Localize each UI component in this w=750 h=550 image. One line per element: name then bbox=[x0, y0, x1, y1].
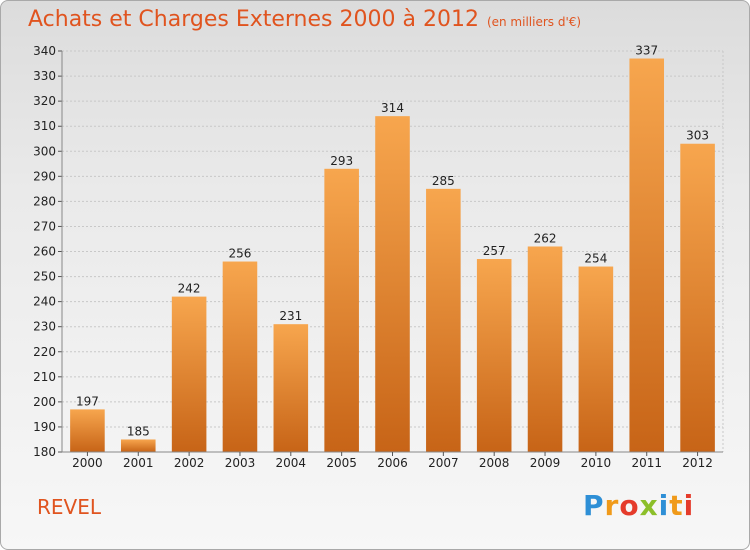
bar-value-label: 262 bbox=[534, 231, 557, 245]
logo-letter: r bbox=[604, 489, 620, 522]
bar bbox=[629, 58, 665, 453]
y-tick-label: 280 bbox=[33, 194, 56, 208]
x-tick-label: 2009 bbox=[530, 456, 561, 470]
y-tick-label: 300 bbox=[33, 144, 56, 158]
x-tick-label: 2004 bbox=[276, 456, 307, 470]
chart-title: Achats et Charges Externes 2000 à 2012 (e… bbox=[28, 7, 581, 32]
bar-value-label: 231 bbox=[279, 309, 302, 323]
bar-value-label: 242 bbox=[178, 282, 201, 296]
bar bbox=[426, 188, 461, 452]
bar-value-label: 303 bbox=[686, 129, 709, 143]
bar-value-label: 197 bbox=[76, 394, 99, 408]
bar bbox=[476, 259, 512, 452]
bar bbox=[578, 266, 614, 452]
x-tick-label: 2001 bbox=[123, 456, 154, 470]
x-tick-label: 2002 bbox=[174, 456, 205, 470]
bar bbox=[375, 116, 410, 452]
y-tick-label: 330 bbox=[33, 69, 56, 83]
x-tick-label: 2011 bbox=[631, 456, 662, 470]
y-tick-label: 210 bbox=[33, 370, 56, 384]
x-tick-label: 2012 bbox=[682, 456, 713, 470]
y-tick-label: 270 bbox=[33, 219, 56, 233]
logo-letter: i bbox=[683, 489, 695, 522]
bar bbox=[680, 143, 715, 452]
chart-unit: (en milliers d'€) bbox=[486, 15, 582, 29]
bar bbox=[527, 246, 563, 452]
x-tick-label: 2007 bbox=[428, 456, 459, 470]
logo-letter: t bbox=[669, 489, 684, 522]
y-tick-label: 240 bbox=[33, 295, 56, 309]
bar-value-label: 256 bbox=[229, 247, 252, 261]
logo-letter: i bbox=[658, 489, 670, 522]
bar-value-label: 185 bbox=[127, 424, 150, 438]
y-tick-label: 250 bbox=[33, 270, 56, 284]
x-tick-label: 2008 bbox=[479, 456, 510, 470]
x-tick-label: 2000 bbox=[72, 456, 103, 470]
x-tick-label: 2010 bbox=[581, 456, 612, 470]
bar bbox=[222, 261, 258, 452]
bar bbox=[324, 168, 359, 452]
place-name: REVEL bbox=[37, 495, 101, 519]
x-tick-label: 2006 bbox=[377, 456, 408, 470]
logo-letter: P bbox=[583, 489, 605, 522]
bar-value-label: 257 bbox=[483, 244, 506, 258]
bar-value-label: 337 bbox=[635, 44, 658, 58]
bar-value-label: 254 bbox=[584, 252, 607, 266]
y-tick-label: 320 bbox=[33, 94, 56, 108]
y-tick-label: 220 bbox=[33, 345, 56, 359]
bar-value-label: 314 bbox=[381, 101, 404, 115]
logo-letter: o bbox=[619, 489, 640, 522]
bar-value-label: 293 bbox=[330, 154, 353, 168]
y-tick-label: 260 bbox=[33, 245, 56, 259]
bar bbox=[120, 439, 156, 452]
y-tick-label: 290 bbox=[33, 169, 56, 183]
bar-value-label: 285 bbox=[432, 174, 455, 188]
bar bbox=[171, 296, 207, 452]
y-tick-label: 230 bbox=[33, 320, 56, 334]
bar bbox=[70, 409, 105, 452]
y-tick-label: 200 bbox=[33, 395, 56, 409]
y-tick-label: 310 bbox=[33, 119, 56, 133]
y-tick-label: 180 bbox=[33, 445, 56, 459]
y-tick-label: 190 bbox=[33, 420, 56, 434]
logo-letter: x bbox=[639, 489, 659, 522]
x-tick-label: 2003 bbox=[225, 456, 256, 470]
chart-title-text: Achats et Charges Externes 2000 à 2012 bbox=[28, 7, 479, 32]
y-tick-label: 340 bbox=[33, 44, 56, 58]
bar bbox=[273, 324, 309, 452]
proxiti-logo: Proxiti bbox=[583, 489, 694, 522]
x-tick-label: 2005 bbox=[326, 456, 357, 470]
